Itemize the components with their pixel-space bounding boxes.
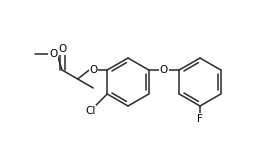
Text: O: O [58, 44, 66, 54]
Text: O: O [49, 49, 57, 59]
Text: F: F [197, 114, 203, 124]
Text: O: O [160, 65, 168, 75]
Text: O: O [89, 65, 97, 75]
Text: Cl: Cl [85, 106, 95, 116]
